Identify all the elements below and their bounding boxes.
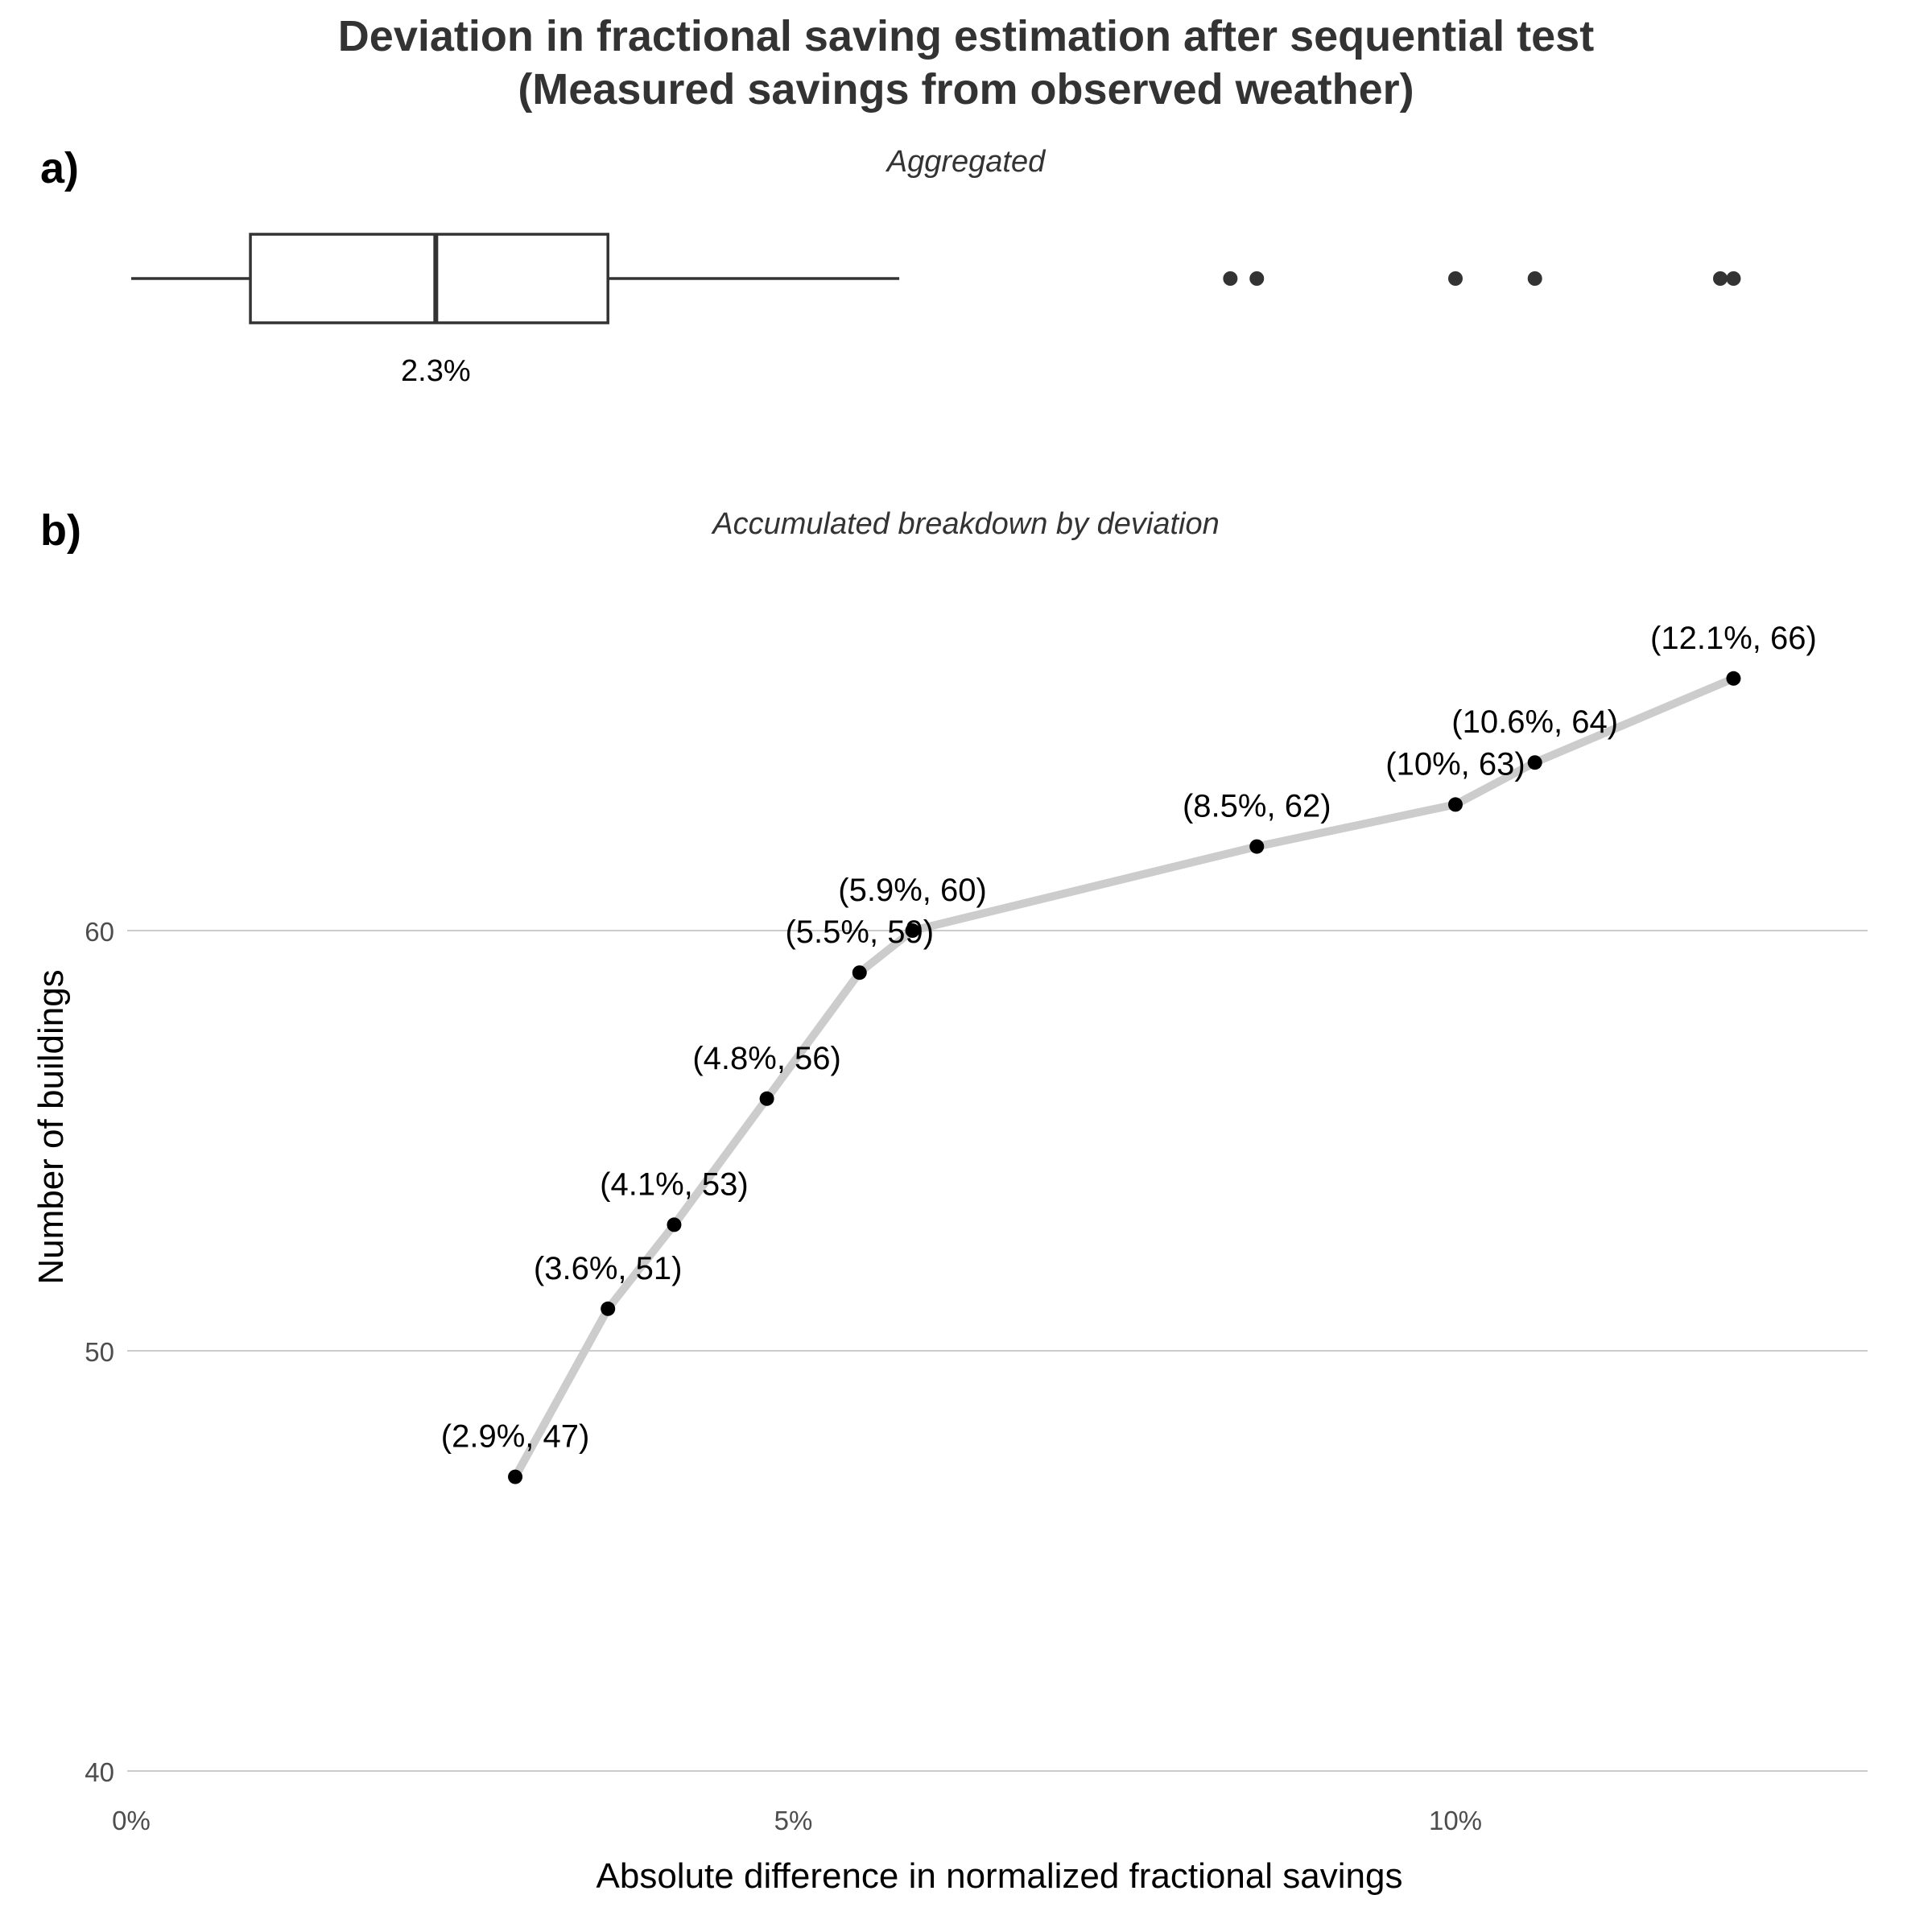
outlier-point bbox=[1726, 271, 1741, 286]
y-tick-label: 60 bbox=[85, 917, 114, 947]
box-iqr bbox=[249, 233, 609, 324]
y-tick-label: 50 bbox=[85, 1337, 114, 1367]
data-label: (8.5%, 62) bbox=[1183, 789, 1331, 824]
data-point bbox=[1527, 755, 1542, 770]
data-label: (4.1%, 53) bbox=[600, 1166, 749, 1202]
y-axis-title: Number of buildings bbox=[31, 969, 71, 1284]
outlier-point bbox=[1223, 271, 1238, 286]
boxplot: 2.3% bbox=[131, 233, 1741, 388]
data-point bbox=[1448, 797, 1463, 812]
data-label: (10.6%, 64) bbox=[1451, 704, 1618, 740]
data-point bbox=[852, 965, 867, 980]
data-point bbox=[1726, 671, 1741, 686]
x-axis-title: Absolute difference in normalized fracti… bbox=[597, 1856, 1403, 1896]
y-tick-label: 40 bbox=[85, 1757, 114, 1787]
data-label: (5.5%, 59) bbox=[785, 914, 934, 950]
panel-b-tag: b) bbox=[40, 506, 81, 555]
data-point bbox=[667, 1217, 682, 1232]
outlier-point bbox=[1249, 271, 1265, 286]
line-series bbox=[511, 674, 1738, 1481]
panel-a-tag: a) bbox=[40, 144, 80, 192]
panel-a-subtitle: Aggregated bbox=[886, 145, 1046, 179]
data-label: (4.8%, 56) bbox=[692, 1041, 841, 1076]
chart-title-line1: Deviation in fractional saving estimatio… bbox=[337, 12, 1595, 60]
data-point bbox=[759, 1091, 774, 1106]
point-series bbox=[508, 671, 1741, 1484]
data-label: (2.9%, 47) bbox=[441, 1419, 590, 1455]
outlier-point bbox=[1448, 271, 1463, 286]
outlier-point bbox=[1527, 271, 1542, 286]
x-tick-label: 0% bbox=[112, 1806, 151, 1835]
outlier-point bbox=[1713, 271, 1728, 286]
data-point bbox=[1249, 839, 1265, 854]
data-point bbox=[905, 923, 920, 938]
data-point bbox=[601, 1301, 616, 1316]
axis-labels: 40 50 60 0% 5% 10% Absolute difference in norm… bbox=[31, 917, 1482, 1896]
panel-b-subtitle: Accumulated breakdown by deviation bbox=[712, 507, 1220, 541]
data-label: (12.1%, 66) bbox=[1650, 621, 1817, 656]
data-label: (3.6%, 51) bbox=[534, 1251, 683, 1286]
data-label: (5.9%, 60) bbox=[838, 873, 987, 908]
data-labels: (2.9%, 47) (3.6%, 51) (4.1%, 53) (4.8%, 56)… bbox=[441, 621, 1817, 1455]
x-tick-label: 5% bbox=[774, 1806, 813, 1835]
median-label: 2.3% bbox=[401, 354, 471, 388]
data-label: (10%, 63) bbox=[1385, 746, 1525, 782]
cumulative-line bbox=[511, 674, 1738, 1481]
data-point bbox=[508, 1469, 523, 1484]
x-tick-label: 10% bbox=[1429, 1806, 1482, 1835]
chart-title-line2: (Measured savings from observed weather) bbox=[518, 65, 1414, 114]
grid-layer bbox=[127, 930, 1868, 1772]
